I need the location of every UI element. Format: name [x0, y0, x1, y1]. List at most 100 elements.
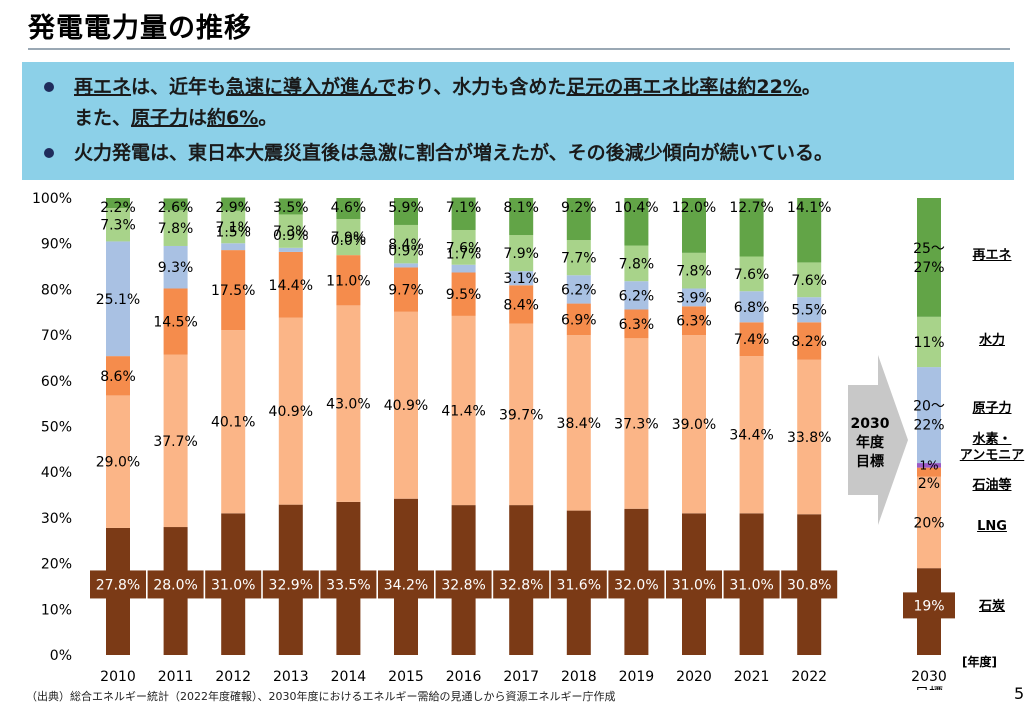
summary-text: は、近年も	[131, 76, 227, 98]
data-label-LNG: 37.3%	[614, 417, 658, 433]
page-number: 5	[1014, 684, 1025, 703]
data-label-原子力: 25.1%	[96, 292, 140, 308]
bar-segment-水力	[278, 214, 303, 248]
y-tick-label: 70%	[41, 328, 72, 344]
data-label-原子力: 1.7%	[446, 247, 482, 263]
data-label-再エネ: 7.1%	[446, 200, 482, 216]
y-tick-label: 0%	[50, 648, 72, 664]
bar-segment-再エネ	[278, 198, 303, 215]
bar-segment-原子力	[566, 275, 591, 304]
bar-segment-LNG	[509, 323, 534, 506]
legend-nuclear: 原子力	[972, 401, 1012, 416]
data-label-再エネ: 5.9%	[388, 200, 424, 216]
bar-segment-LNG	[624, 338, 649, 509]
x-tick-label: 2018	[561, 669, 597, 685]
legend-label-line: アンモニア	[959, 448, 1025, 463]
coal-label-bg	[320, 570, 377, 599]
bar-segment-水力	[163, 210, 188, 246]
coal-label-bg	[493, 570, 550, 599]
page-title: 発電電力量の推移	[28, 13, 252, 44]
y-tick-label: 90%	[41, 237, 72, 253]
bar-segment-LNG	[336, 305, 361, 502]
data-label-再エネ: 4.6%	[331, 200, 367, 216]
bar-segment-再エネ	[106, 198, 130, 209]
data-label-LNG: 34.4%	[729, 428, 773, 444]
data-label-石油等: 6.9%	[561, 312, 597, 328]
data-label-再エネ: 10.4%	[614, 200, 658, 216]
bar-segment-原子力	[509, 271, 534, 286]
data-label-石炭: 31.0%	[672, 577, 716, 593]
target-label-原子力: 20～	[913, 399, 945, 415]
x-tick-label: 2021	[734, 669, 770, 685]
data-label-原子力: 3.9%	[676, 290, 712, 306]
bar-segment-水力	[106, 208, 130, 242]
data-label-原子力: 0.9%	[273, 228, 309, 244]
data-label-石炭: 31.0%	[211, 577, 255, 593]
target-segment-原子力	[917, 367, 941, 464]
source-note: （出典）総合エネルギー統計（2022年度確報）、2030年度におけるエネルギー需…	[26, 690, 616, 703]
data-label-石油等: 8.6%	[100, 369, 136, 385]
target-arrow-label-line: 2030	[850, 416, 890, 432]
bar-segment-再エネ	[451, 197, 476, 230]
data-label-原子力: 9.3%	[158, 260, 194, 276]
data-label-原子力: 1.5%	[215, 225, 251, 241]
emphasis-text: 再エネ	[74, 76, 132, 98]
data-label-石油等: 6.3%	[676, 314, 712, 330]
bar-segment-LNG	[106, 395, 130, 528]
data-label-再エネ: 2.2%	[100, 200, 136, 216]
coal-label-bg	[147, 570, 204, 599]
data-label-石油等: 11.0%	[326, 273, 370, 289]
data-label-水力: 7.7%	[561, 251, 597, 267]
bullet-icon	[44, 148, 54, 158]
bar-segment-石油等	[106, 356, 130, 396]
data-label-再エネ: 2.9%	[215, 200, 251, 216]
data-label-水力: 7.3%	[273, 224, 309, 240]
data-label-再エネ: 2.6%	[158, 200, 194, 216]
data-label-石油等: 6.3%	[619, 317, 655, 333]
coal-label-bg	[608, 570, 665, 599]
data-label-LNG: 40.9%	[269, 404, 313, 420]
data-label-LNG: 38.4%	[557, 416, 601, 432]
bar-segment-石油等	[451, 272, 476, 316]
bar-segment-LNG	[394, 311, 418, 499]
bar-segment-石油等	[394, 267, 418, 312]
data-label-LNG: 39.7%	[499, 407, 543, 423]
target-label-再エネ: 25～	[913, 241, 945, 257]
x-tick-label: 2011	[158, 669, 194, 685]
y-tick-label: 20%	[41, 557, 72, 573]
bar-segment-石油等	[509, 285, 534, 324]
bar-segment-再エネ	[221, 197, 246, 211]
y-tick-label: 100%	[32, 191, 72, 207]
summary-text: 火力発電は、東日本大震災直後は急激に割合が増えたが、その後減少傾向が続いている。	[74, 142, 834, 164]
bullet-icon	[44, 82, 54, 92]
data-label-石油等: 14.4%	[269, 278, 313, 294]
generation-mix-chart: 0% 10% 20% 30% 40% 50% 60% 70% 80% 90% 100% 2010 201…	[32, 191, 955, 690]
bar-segment-LNG	[682, 335, 706, 514]
target-label-原子力: 22%	[913, 418, 944, 434]
bar-segment-原子力	[797, 297, 822, 323]
bar-segment-石油等	[566, 303, 591, 336]
summary-text: は	[188, 107, 208, 129]
bar-segment-水力	[624, 245, 649, 282]
bar-segment-水力	[394, 224, 418, 264]
data-label-水力: 7.8%	[676, 264, 712, 280]
x-tick-label: 2020	[676, 669, 712, 685]
bar-segment-水力	[797, 262, 822, 298]
data-label-石炭: 32.8%	[499, 577, 543, 593]
data-label-水力: 7.9%	[503, 246, 539, 262]
bar-segment-LNG	[278, 317, 303, 505]
legend-renewables: 再エネ	[972, 248, 1012, 263]
data-label-石炭: 34.2%	[384, 577, 428, 593]
bar-segment-水力	[566, 240, 591, 276]
target-segment-水力	[917, 316, 941, 368]
data-label-石油等: 8.2%	[791, 334, 827, 350]
data-label-石油等: 17.5%	[211, 283, 255, 299]
data-label-再エネ: 3.5%	[273, 200, 309, 216]
data-label-原子力: 0.0%	[331, 233, 367, 249]
bar-segment-水力	[682, 252, 706, 289]
target-label-水力: 11%	[913, 335, 944, 351]
y-tick-label: 60%	[41, 374, 72, 390]
data-label-水力: 8.4%	[388, 237, 424, 253]
bar-segment-水力	[451, 229, 476, 265]
bar-segment-水力	[739, 256, 764, 292]
